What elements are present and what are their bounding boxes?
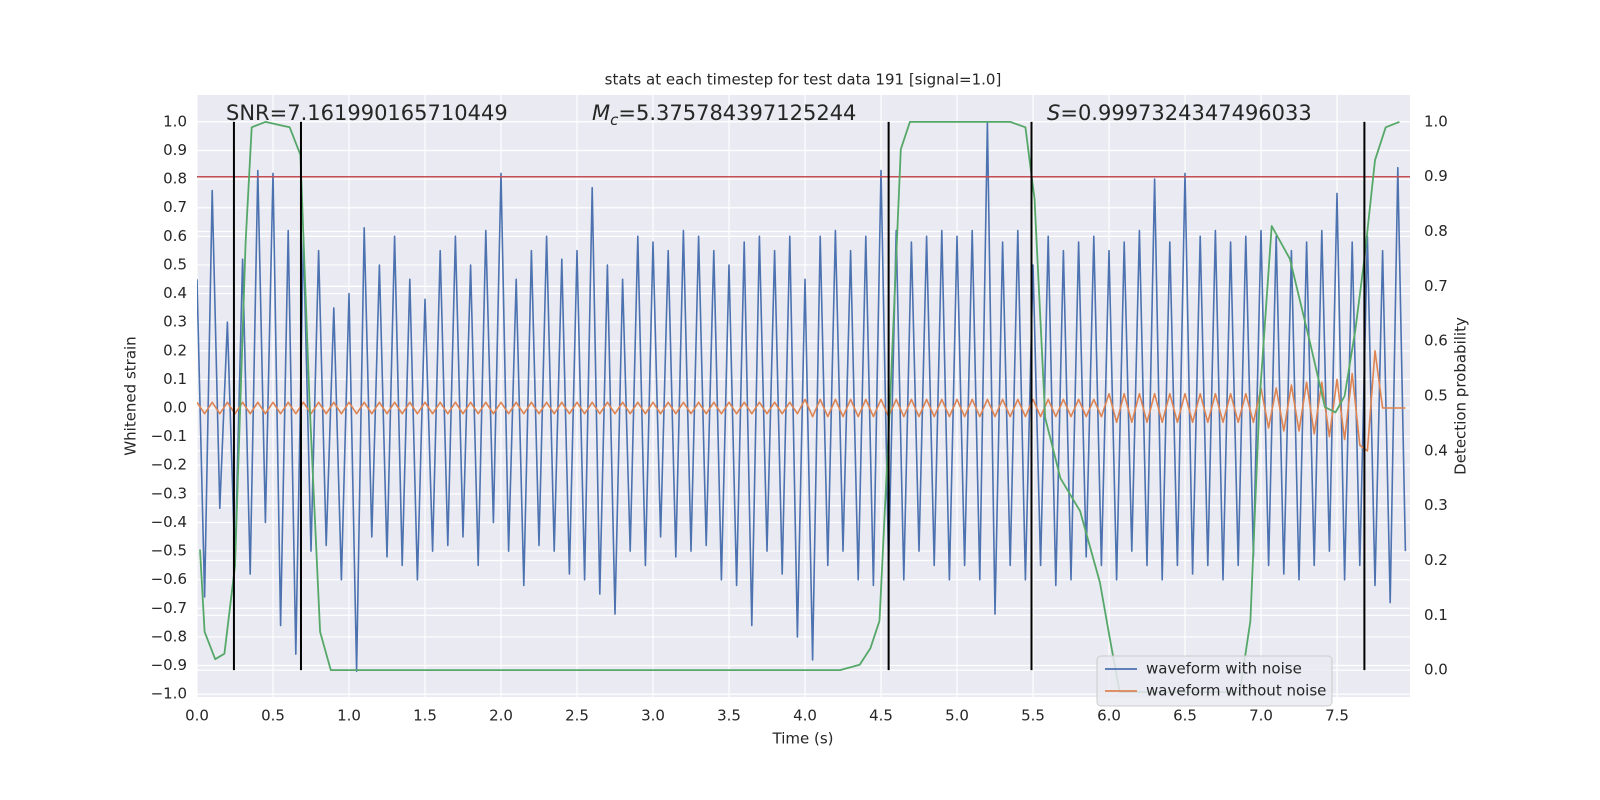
x-tick-label: 7.0 bbox=[1249, 707, 1273, 725]
y-tick-label: −0.2 bbox=[151, 456, 187, 474]
y-tick-label: −0.4 bbox=[151, 513, 187, 531]
x-tick-label: 4.5 bbox=[869, 707, 893, 725]
x-tick-label: 7.5 bbox=[1325, 707, 1349, 725]
x-tick-label: 0.5 bbox=[261, 707, 285, 725]
x-tick-label: 6.0 bbox=[1097, 707, 1121, 725]
x-tick-label: 1.0 bbox=[337, 707, 361, 725]
y-tick-label: 0.8 bbox=[163, 170, 187, 188]
y2-tick-label: 0.0 bbox=[1424, 661, 1448, 679]
y2-axis-label: Detection probability bbox=[1452, 317, 1470, 475]
y-tick-label: 0.2 bbox=[163, 341, 187, 359]
probability-line bbox=[199, 121, 1400, 693]
y-tick-label: 0.1 bbox=[163, 370, 187, 388]
y-tick-label: −0.1 bbox=[151, 427, 187, 445]
y-tick-label: 0.4 bbox=[163, 284, 187, 302]
x-tick-label: 0.0 bbox=[185, 707, 209, 725]
y-tick-label: −0.7 bbox=[151, 599, 187, 617]
y2-tick-label: 0.5 bbox=[1424, 387, 1448, 405]
y-tick-label: −0.3 bbox=[151, 484, 187, 502]
x-tick-label: 2.0 bbox=[489, 707, 513, 725]
y-tick-label: −0.6 bbox=[151, 570, 187, 588]
y-tick-label: 1.0 bbox=[163, 112, 187, 130]
series-line bbox=[197, 349, 1406, 452]
annotation: SNR=7.161990165710449 bbox=[226, 101, 508, 125]
chart-title: stats at each timestep for test data 191… bbox=[605, 71, 1002, 89]
y2-tick-label: 0.8 bbox=[1424, 222, 1448, 240]
annotation: S=0.9997324347496033 bbox=[1047, 101, 1312, 125]
y-tick-label: −0.8 bbox=[151, 627, 187, 645]
y-tick-label: 0.3 bbox=[163, 313, 187, 331]
x-tick-label: 5.5 bbox=[1021, 707, 1045, 725]
x-tick-label: 2.5 bbox=[565, 707, 589, 725]
x-tick-label: 5.0 bbox=[945, 707, 969, 725]
x-tick-label: 4.0 bbox=[793, 707, 817, 725]
legend-label: waveform without noise bbox=[1146, 682, 1326, 700]
y2-tick-label: 0.9 bbox=[1424, 167, 1448, 185]
plot-marks bbox=[197, 121, 1410, 693]
annotation-symbol: M bbox=[592, 101, 610, 125]
x-axis-label: Time (s) bbox=[772, 730, 834, 748]
annotation-text: SNR=7.161990165710449 bbox=[226, 101, 508, 125]
y2-tick-label: 1.0 bbox=[1424, 112, 1448, 130]
annotation: Mc=5.375784397125244 bbox=[592, 101, 856, 129]
y2-tick-label: 0.6 bbox=[1424, 332, 1448, 350]
legend-label: waveform with noise bbox=[1146, 660, 1302, 678]
series-line bbox=[197, 121, 1407, 673]
y2-tick-label: 0.2 bbox=[1424, 551, 1448, 569]
x-tick-label: 3.0 bbox=[641, 707, 665, 725]
y-axis-label: Whitened strain bbox=[122, 336, 140, 455]
y-tick-label: 0.5 bbox=[163, 255, 187, 273]
y-tick-label: −0.5 bbox=[151, 542, 187, 560]
legend-box bbox=[1096, 655, 1333, 707]
x-tick-label: 6.5 bbox=[1173, 707, 1197, 725]
annotation-text: =5.375784397125244 bbox=[618, 101, 856, 125]
y-tick-label: 0.7 bbox=[163, 198, 187, 216]
y2-tick-label: 0.4 bbox=[1424, 441, 1448, 459]
y2-tick-label: 0.1 bbox=[1424, 606, 1448, 624]
labels: 0.0 0.5 1.0 1.5 2.0 2.5 3.0 3.5 4.0 4.5 5.0 5.5 6.0 6… bbox=[151, 101, 1448, 725]
y-tick-label: 0.9 bbox=[163, 141, 187, 159]
grid bbox=[196, 95, 1410, 697]
y-tick-label: 0.6 bbox=[163, 227, 187, 245]
y-tick-label: 0.0 bbox=[163, 399, 187, 417]
annotation-subscript: c bbox=[610, 111, 619, 129]
y2-tick-label: 0.3 bbox=[1424, 496, 1448, 514]
x-tick-label: 1.5 bbox=[413, 707, 437, 725]
annotation-text: =0.9997324347496033 bbox=[1060, 101, 1311, 125]
y-tick-label: −1.0 bbox=[151, 685, 187, 703]
y2-tick-label: 0.7 bbox=[1424, 277, 1448, 295]
y-tick-label: −0.9 bbox=[151, 656, 187, 674]
x-tick-label: 3.5 bbox=[717, 707, 741, 725]
annotation-symbol: S bbox=[1047, 101, 1060, 125]
